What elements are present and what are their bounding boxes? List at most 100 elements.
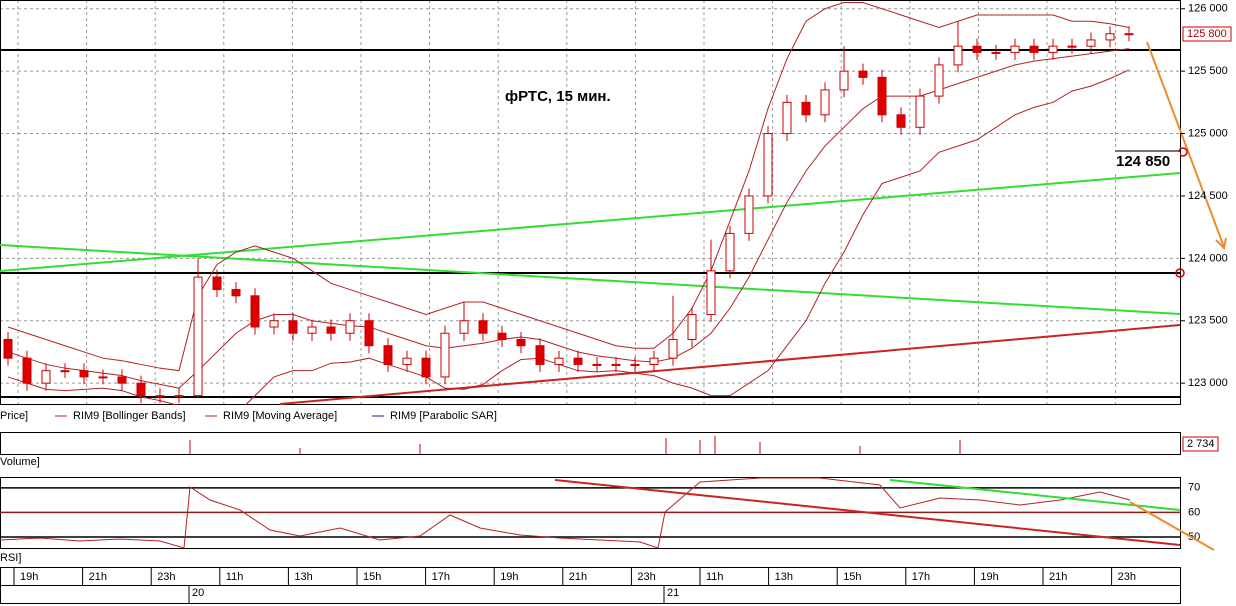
candle-body xyxy=(231,289,241,297)
candle-body xyxy=(991,51,1001,54)
candle-body xyxy=(820,89,830,116)
candle-body xyxy=(383,345,393,365)
candle-body xyxy=(896,114,906,128)
x-tick-label: 17h xyxy=(432,571,450,583)
candle-body xyxy=(364,320,374,347)
legend-item: RIM9 [Bollinger Bands] xyxy=(73,410,186,422)
x-tick-label: 19h xyxy=(980,571,998,583)
annotation: 124 850 xyxy=(1116,153,1170,170)
x-tick-label: 19h xyxy=(500,571,518,583)
x-tick-label: 11h xyxy=(706,571,724,583)
candle-body xyxy=(801,101,811,116)
candle-body xyxy=(1124,33,1134,36)
pane-label: Volume] xyxy=(0,456,40,468)
candle-body xyxy=(725,232,735,272)
candle-body xyxy=(22,357,32,384)
candle-body xyxy=(345,320,355,334)
candle-body xyxy=(440,332,450,378)
pane-label: RSI] xyxy=(0,552,21,564)
candle-body xyxy=(877,76,887,116)
candle-body xyxy=(307,326,317,334)
volume-bars xyxy=(189,436,961,454)
date-label: 21 xyxy=(667,587,679,599)
candle-body xyxy=(1086,39,1096,47)
candle-body xyxy=(535,345,545,365)
candle-body xyxy=(288,320,298,334)
trend-line xyxy=(0,244,1180,315)
candle-body xyxy=(915,95,925,128)
candle-body xyxy=(611,363,621,366)
indicator-line xyxy=(7,69,1130,405)
rsi-line xyxy=(0,477,1131,549)
candle-body xyxy=(573,357,583,365)
candle-body xyxy=(744,195,754,234)
candle-body xyxy=(649,357,659,365)
candle-body xyxy=(858,70,868,78)
volume-tag xyxy=(1182,436,1219,452)
candle-body xyxy=(174,395,184,398)
legend: RIM9 [Bollinger Bands] RIM9 [Moving Avera… xyxy=(55,410,497,422)
candle-body xyxy=(459,320,469,334)
y-tick-label: 70 xyxy=(1188,482,1200,494)
candle-body xyxy=(839,70,849,91)
trend-line xyxy=(889,479,1181,511)
y-tick-label: 124 500 xyxy=(1188,190,1228,202)
x-tick-label: 23h xyxy=(1118,571,1136,583)
candle-body xyxy=(1010,45,1020,53)
y-tick-label: 126 000 xyxy=(1188,3,1228,15)
legend-item: RIM9 [Moving Average] xyxy=(223,410,337,422)
candle-body xyxy=(1067,45,1077,48)
candle-body xyxy=(1048,45,1058,53)
candle-body xyxy=(326,326,336,334)
candle-body xyxy=(630,363,640,366)
forecast-arrow xyxy=(1129,501,1215,551)
marker xyxy=(1175,268,1185,278)
x-tick-label: 21h xyxy=(569,571,587,583)
candle-body xyxy=(1029,45,1039,53)
trend-line xyxy=(554,479,1181,546)
candle-body xyxy=(782,101,792,135)
candle-body xyxy=(554,357,564,365)
x-tick-label: 11h xyxy=(226,571,244,583)
x-tick-label: 21h xyxy=(1049,571,1067,583)
y-tick-label: 125 500 xyxy=(1188,65,1228,77)
y-tick-label: 125 000 xyxy=(1188,127,1228,139)
candle-body xyxy=(706,270,716,316)
candle-body xyxy=(98,376,108,379)
candle-body xyxy=(1105,33,1115,41)
candle-body xyxy=(934,64,944,97)
volume-label: 2 734 xyxy=(1187,438,1215,450)
x-tick-label: 13h xyxy=(294,571,312,583)
time-axis xyxy=(0,567,1181,586)
y-tick-label: 124 000 xyxy=(1188,252,1228,264)
candle-body xyxy=(212,276,222,291)
x-tick-label: 17h xyxy=(912,571,930,583)
legend-item: RIM9 [Parabolic SAR] xyxy=(390,410,497,422)
candle-body xyxy=(953,45,963,66)
plot xyxy=(3,1,1134,405)
time-axis-labels: 19h 21h 23h 11h 13h 15h 17h 19h 21h 23h 11h 13h 15h 1… xyxy=(13,568,1136,604)
annotation-box xyxy=(1114,152,1180,172)
y-tick-label: 123 000 xyxy=(1188,377,1228,389)
trend-line xyxy=(0,172,1180,272)
date-label: 20 xyxy=(192,587,204,599)
legend-item: Price] xyxy=(0,410,28,422)
x-tick-label: 13h xyxy=(775,571,793,583)
candle-body xyxy=(421,357,431,378)
candle-body xyxy=(41,370,51,384)
chart-title: фРТС, 15 мин. xyxy=(505,88,611,105)
arrow-head xyxy=(1215,237,1227,251)
candle-body xyxy=(478,320,488,334)
x-tick-label: 21h xyxy=(89,571,107,583)
candle-body xyxy=(687,314,697,340)
x-tick-label: 23h xyxy=(157,571,175,583)
grid xyxy=(0,0,1180,405)
candle-body xyxy=(972,45,982,53)
candle-body xyxy=(763,133,773,197)
price-tag xyxy=(1182,26,1232,42)
candle-body xyxy=(497,332,507,340)
volume-pane xyxy=(0,432,1181,455)
candle-body xyxy=(136,382,146,397)
price-pane xyxy=(0,0,1181,405)
